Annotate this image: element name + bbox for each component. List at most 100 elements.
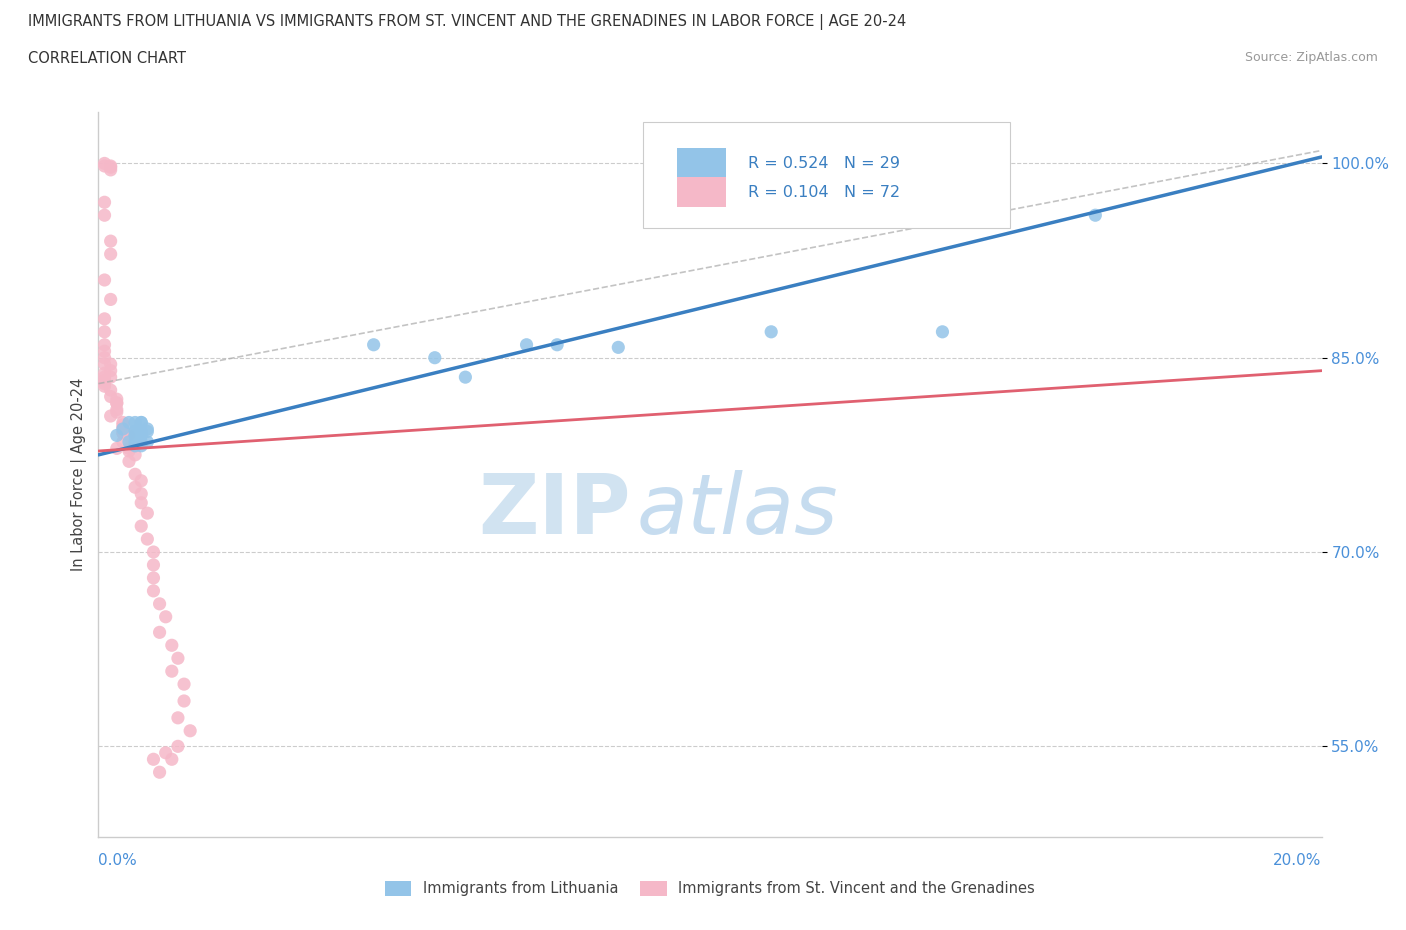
Point — [167, 651, 190, 666]
Point — [124, 467, 146, 482]
Point — [129, 434, 152, 449]
Point — [93, 207, 115, 222]
Text: 20.0%: 20.0% — [1274, 853, 1322, 868]
Text: Source: ZipAtlas.com: Source: ZipAtlas.com — [1244, 51, 1378, 64]
Point — [173, 694, 195, 709]
Point — [179, 724, 201, 738]
Point — [93, 377, 115, 392]
Point — [136, 424, 159, 439]
Point — [155, 609, 177, 624]
Point — [124, 424, 146, 439]
Point — [93, 374, 115, 389]
Point — [129, 519, 152, 534]
Point — [93, 357, 115, 372]
Text: 0.0%: 0.0% — [98, 853, 138, 868]
Point — [160, 664, 183, 679]
Point — [93, 370, 115, 385]
Point — [93, 344, 115, 359]
Point — [363, 338, 385, 352]
Point — [100, 408, 122, 423]
Point — [759, 325, 782, 339]
Point — [136, 421, 159, 436]
Point — [142, 583, 165, 598]
Point — [129, 415, 152, 430]
Point — [105, 395, 128, 410]
Point — [93, 338, 115, 352]
Point — [136, 506, 159, 521]
Point — [105, 395, 128, 410]
Point — [100, 370, 122, 385]
Point — [155, 745, 177, 760]
Point — [167, 711, 190, 725]
Point — [607, 340, 630, 355]
Point — [111, 425, 134, 440]
Point — [111, 420, 134, 435]
Point — [129, 428, 152, 443]
Point — [100, 382, 122, 397]
Point — [546, 338, 568, 352]
Point — [111, 415, 134, 430]
Point — [111, 421, 134, 436]
Point — [100, 160, 122, 175]
Point — [129, 486, 152, 501]
Point — [142, 751, 165, 766]
FancyBboxPatch shape — [678, 177, 725, 207]
Point — [124, 424, 146, 439]
Point — [136, 434, 159, 449]
Point — [124, 480, 146, 495]
Point — [100, 246, 122, 261]
Point — [118, 428, 141, 443]
Point — [93, 312, 115, 326]
Point — [93, 195, 115, 210]
Point — [167, 738, 190, 753]
Point — [100, 357, 122, 372]
Point — [105, 392, 128, 406]
FancyBboxPatch shape — [678, 148, 725, 179]
Text: IMMIGRANTS FROM LITHUANIA VS IMMIGRANTS FROM ST. VINCENT AND THE GRENADINES IN L: IMMIGRANTS FROM LITHUANIA VS IMMIGRANTS … — [28, 14, 907, 30]
Point — [173, 677, 195, 692]
Point — [118, 444, 141, 458]
Text: atlas: atlas — [637, 470, 838, 551]
Point — [100, 159, 122, 174]
Point — [111, 425, 134, 440]
Point — [142, 570, 165, 585]
Point — [454, 370, 477, 385]
Point — [124, 438, 146, 453]
Point — [129, 496, 152, 511]
Point — [1084, 207, 1107, 222]
Y-axis label: In Labor Force | Age 20-24: In Labor Force | Age 20-24 — [72, 378, 87, 571]
Point — [105, 405, 128, 419]
Point — [105, 428, 128, 443]
Point — [124, 447, 146, 462]
Point — [118, 454, 141, 469]
Text: R = 0.104   N = 72: R = 0.104 N = 72 — [748, 185, 900, 200]
Point — [149, 764, 172, 779]
Text: R = 0.524   N = 29: R = 0.524 N = 29 — [748, 155, 900, 170]
Point — [423, 351, 446, 365]
FancyBboxPatch shape — [643, 123, 1010, 228]
Point — [100, 364, 122, 379]
Point — [100, 163, 122, 178]
Point — [129, 424, 152, 439]
Point — [118, 415, 141, 430]
Point — [93, 159, 115, 174]
Point — [118, 441, 141, 456]
Point — [142, 558, 165, 573]
Point — [129, 415, 152, 430]
Point — [124, 428, 146, 443]
Point — [93, 379, 115, 393]
Point — [111, 434, 134, 449]
Point — [129, 473, 152, 488]
Point — [118, 434, 141, 449]
Point — [142, 545, 165, 560]
Point — [160, 638, 183, 653]
Point — [93, 156, 115, 171]
Point — [111, 418, 134, 432]
Point — [93, 272, 115, 287]
Point — [93, 325, 115, 339]
Point — [516, 338, 538, 352]
Legend: Immigrants from Lithuania, Immigrants from St. Vincent and the Grenadines: Immigrants from Lithuania, Immigrants fr… — [380, 875, 1040, 902]
Point — [93, 351, 115, 365]
Point — [124, 428, 146, 443]
Point — [105, 441, 128, 456]
